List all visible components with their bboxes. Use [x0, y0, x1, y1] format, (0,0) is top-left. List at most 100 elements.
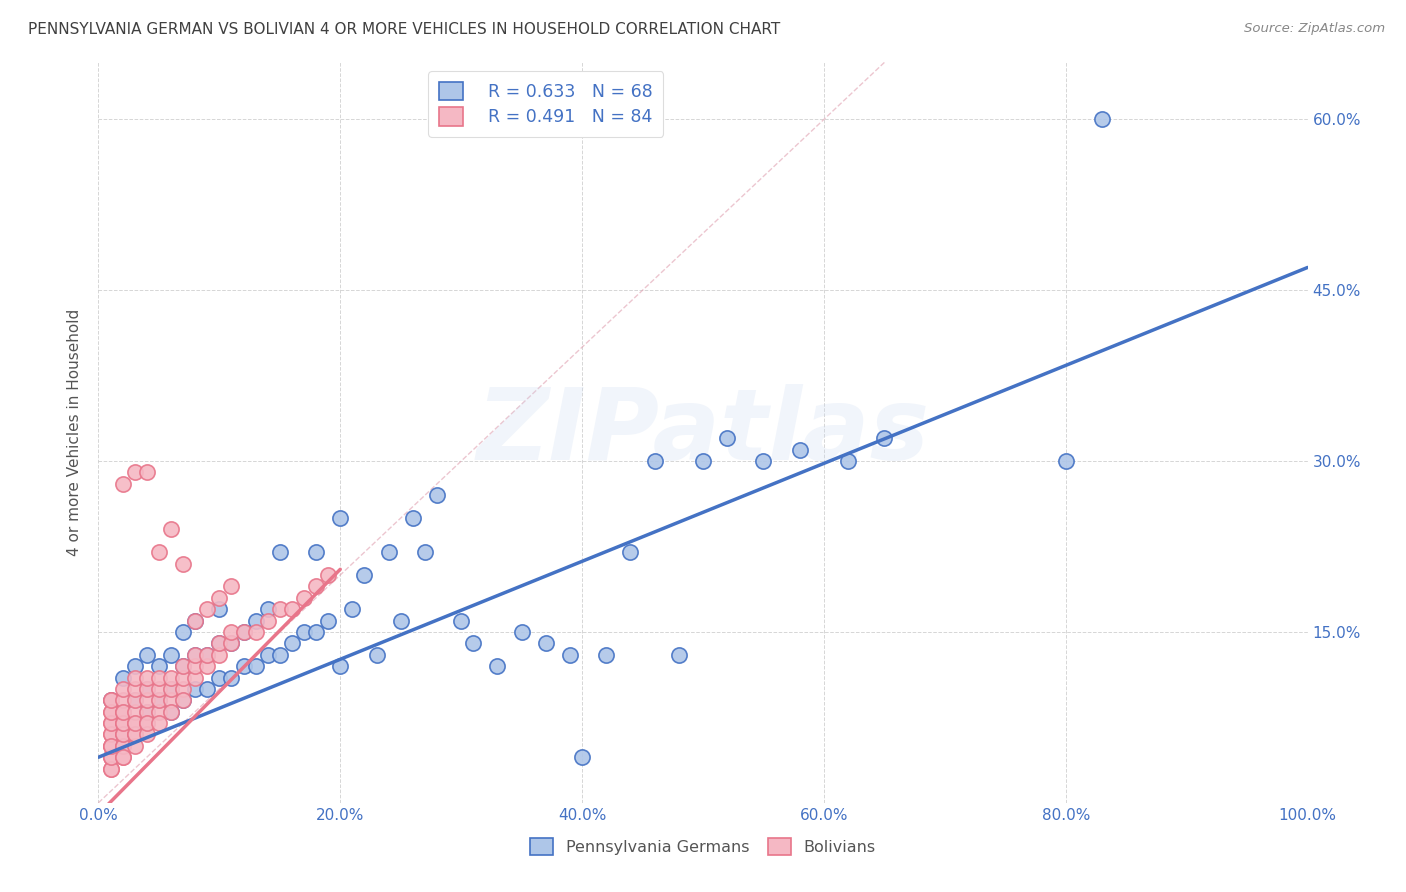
- Point: [148, 681, 170, 696]
- Point: [100, 705, 122, 719]
- Point: [208, 636, 231, 650]
- Point: [837, 454, 859, 468]
- Point: [160, 523, 183, 537]
- Point: [135, 705, 157, 719]
- Point: [232, 624, 254, 639]
- Point: [160, 705, 183, 719]
- Point: [111, 705, 134, 719]
- Point: [463, 636, 485, 650]
- Point: [269, 602, 291, 616]
- Point: [135, 681, 157, 696]
- Point: [111, 716, 134, 731]
- Point: [245, 659, 267, 673]
- Point: [221, 579, 243, 593]
- Point: [100, 750, 122, 764]
- Point: [172, 671, 194, 685]
- Point: [100, 693, 122, 707]
- Point: [124, 693, 146, 707]
- Point: [184, 648, 207, 662]
- Point: [111, 671, 134, 685]
- Point: [195, 648, 218, 662]
- Point: [329, 511, 352, 525]
- Text: PENNSYLVANIA GERMAN VS BOLIVIAN 4 OR MORE VEHICLES IN HOUSEHOLD CORRELATION CHAR: PENNSYLVANIA GERMAN VS BOLIVIAN 4 OR MOR…: [28, 22, 780, 37]
- Point: [135, 466, 157, 480]
- Point: [124, 716, 146, 731]
- Point: [366, 648, 388, 662]
- Point: [172, 693, 194, 707]
- Point: [172, 659, 194, 673]
- Point: [100, 716, 122, 731]
- Point: [450, 614, 472, 628]
- Point: [124, 727, 146, 741]
- Point: [232, 624, 254, 639]
- Point: [160, 681, 183, 696]
- Point: [342, 602, 364, 616]
- Point: [111, 727, 134, 741]
- Point: [510, 624, 533, 639]
- Point: [305, 579, 328, 593]
- Point: [111, 476, 134, 491]
- Point: [148, 716, 170, 731]
- Point: [160, 693, 183, 707]
- Point: [184, 681, 207, 696]
- Point: [148, 693, 170, 707]
- Point: [789, 442, 811, 457]
- Point: [305, 624, 328, 639]
- Point: [184, 659, 207, 673]
- Point: [100, 705, 122, 719]
- Point: [160, 705, 183, 719]
- Point: [172, 624, 194, 639]
- Point: [281, 636, 304, 650]
- Point: [208, 671, 231, 685]
- Point: [124, 681, 146, 696]
- Point: [111, 739, 134, 753]
- Point: [426, 488, 449, 502]
- Point: [148, 693, 170, 707]
- Point: [100, 739, 122, 753]
- Point: [195, 648, 218, 662]
- Point: [124, 716, 146, 731]
- Point: [353, 568, 375, 582]
- Point: [269, 648, 291, 662]
- Point: [208, 636, 231, 650]
- Point: [148, 705, 170, 719]
- Point: [873, 431, 896, 445]
- Point: [256, 602, 278, 616]
- Point: [111, 693, 134, 707]
- Point: [100, 716, 122, 731]
- Point: [160, 648, 183, 662]
- Point: [160, 671, 183, 685]
- Point: [160, 681, 183, 696]
- Point: [135, 716, 157, 731]
- Point: [195, 659, 218, 673]
- Point: [100, 762, 122, 776]
- Point: [172, 659, 194, 673]
- Point: [184, 614, 207, 628]
- Point: [100, 727, 122, 741]
- Point: [124, 466, 146, 480]
- Text: Source: ZipAtlas.com: Source: ZipAtlas.com: [1244, 22, 1385, 36]
- Point: [316, 614, 339, 628]
- Point: [232, 659, 254, 673]
- Point: [256, 648, 278, 662]
- Point: [316, 568, 339, 582]
- Point: [245, 614, 267, 628]
- Legend: Pennsylvania Germans, Bolivians: Pennsylvania Germans, Bolivians: [524, 831, 882, 862]
- Point: [558, 648, 581, 662]
- Point: [292, 624, 315, 639]
- Point: [172, 681, 194, 696]
- Point: [184, 614, 207, 628]
- Point: [668, 648, 690, 662]
- Point: [221, 624, 243, 639]
- Point: [184, 671, 207, 685]
- Point: [124, 739, 146, 753]
- Point: [413, 545, 436, 559]
- Point: [486, 659, 509, 673]
- Point: [305, 545, 328, 559]
- Point: [172, 557, 194, 571]
- Point: [221, 636, 243, 650]
- Point: [148, 545, 170, 559]
- Point: [595, 648, 617, 662]
- Point: [111, 681, 134, 696]
- Point: [716, 431, 738, 445]
